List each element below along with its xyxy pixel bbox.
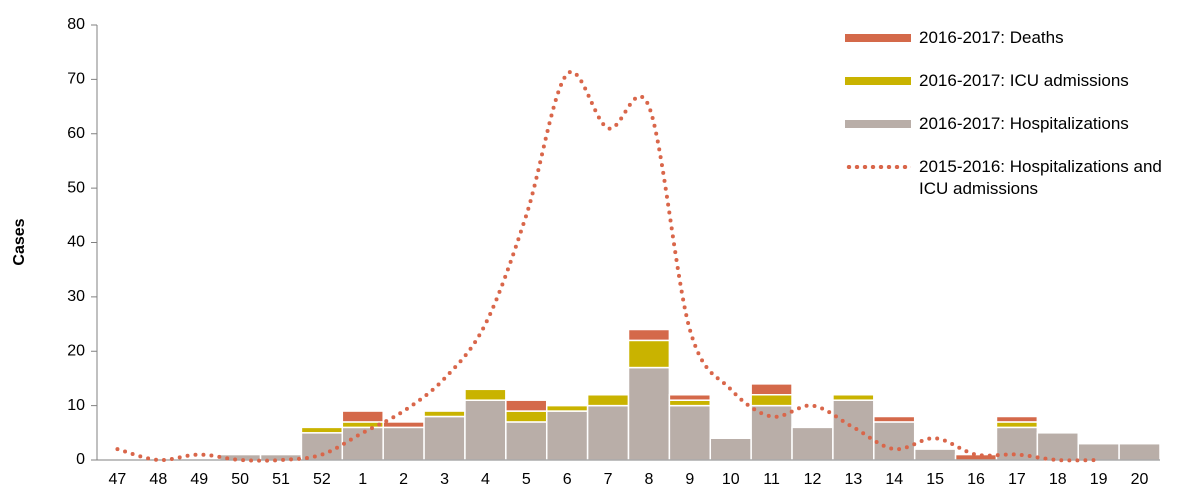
- bar-segment: [464, 388, 507, 401]
- x-tick-label: 49: [190, 471, 208, 488]
- x-tick-label: 15: [926, 471, 944, 488]
- y-tick-label: 10: [67, 397, 85, 414]
- bar-segment: [750, 394, 793, 407]
- legend: 2016-2017: Deaths 2016-2017: ICU admissio…: [845, 28, 1184, 222]
- bar-segment: [341, 426, 384, 461]
- bar-segment: [668, 394, 712, 401]
- y-tick-label: 40: [67, 234, 85, 251]
- bar-segment: [832, 399, 875, 461]
- y-tick-label: 30: [67, 288, 85, 305]
- bar-segment: [873, 421, 916, 461]
- y-tick-label: 0: [76, 451, 85, 468]
- bar-segment: [423, 410, 466, 418]
- legend-swatch: [845, 34, 911, 42]
- x-tick-label: 14: [885, 471, 903, 488]
- x-tick-label: 9: [685, 471, 694, 488]
- legend-item: 2016-2017: Hospitalizations: [845, 114, 1184, 135]
- bar-segment: [913, 448, 957, 461]
- x-tick-label: 50: [231, 471, 249, 488]
- bar-segment: [341, 410, 384, 423]
- bar-segment: [668, 404, 712, 461]
- x-tick-label: 52: [313, 471, 331, 488]
- bar-segment: [791, 426, 834, 461]
- x-tick-label: 3: [440, 471, 449, 488]
- bar-segment: [627, 339, 671, 369]
- bar-segment: [995, 415, 1039, 423]
- x-tick-label: 16: [967, 471, 985, 488]
- bar-segment: [545, 410, 589, 461]
- x-tick-label: 10: [722, 471, 740, 488]
- y-tick-label: 70: [67, 71, 85, 88]
- x-tick-label: 2: [399, 471, 408, 488]
- x-tick-label: 11: [763, 471, 780, 488]
- x-tick-label: 47: [109, 471, 127, 488]
- y-tick-label: 50: [67, 179, 85, 196]
- legend-swatch: [845, 165, 911, 169]
- bar-segment: [1118, 442, 1161, 461]
- x-tick-label: 4: [481, 471, 490, 488]
- y-axis-label: Cases: [11, 218, 28, 265]
- legend-item: 2015-2016: Hospitalizations and ICU admi…: [845, 157, 1184, 200]
- bar-segment: [832, 394, 875, 401]
- y-tick-label: 20: [67, 342, 85, 359]
- legend-label: 2016-2017: Deaths: [919, 28, 1064, 47]
- bar-segment: [668, 399, 712, 407]
- bar-segment: [382, 421, 425, 429]
- bar-segment: [505, 399, 548, 412]
- bar-segment: [545, 404, 589, 412]
- legend-swatch: [845, 120, 911, 128]
- bar-segment: [586, 394, 630, 407]
- bar-segment: [750, 383, 793, 396]
- legend-label: 2016-2017: ICU admissions: [919, 71, 1129, 90]
- bar-segment: [382, 426, 425, 461]
- y-tick-label: 60: [67, 125, 85, 142]
- bar-segment: [627, 328, 671, 342]
- x-tick-label: 7: [604, 471, 613, 488]
- x-tick-label: 20: [1131, 471, 1149, 488]
- legend-item: 2016-2017: ICU admissions: [845, 71, 1184, 92]
- y-tick-label: 80: [67, 16, 85, 33]
- bar-segment: [505, 421, 548, 461]
- bar-segment: [341, 421, 384, 429]
- x-tick-label: 51: [272, 471, 290, 488]
- bar-segment: [995, 421, 1039, 429]
- legend-label: 2015-2016: Hospitalizations and ICU admi…: [919, 157, 1162, 198]
- x-tick-label: 1: [358, 471, 367, 488]
- legend-label: 2016-2017: Hospitalizations: [919, 114, 1129, 133]
- x-tick-label: 8: [644, 471, 653, 488]
- bar-segment: [423, 415, 466, 461]
- x-tick-label: 19: [1090, 471, 1108, 488]
- bar-segment: [1077, 442, 1120, 461]
- legend-swatch: [845, 77, 911, 85]
- bar-segment: [586, 404, 630, 461]
- bar-segment: [1036, 432, 1079, 461]
- trend-line: [115, 69, 1101, 463]
- x-tick-label: 48: [149, 471, 167, 488]
- bar-segment: [627, 366, 671, 461]
- bar-segment: [709, 437, 752, 461]
- legend-item: 2016-2017: Deaths: [845, 28, 1184, 49]
- x-tick-label: 17: [1008, 471, 1026, 488]
- bar-segment: [873, 415, 916, 423]
- bar-segment: [505, 410, 548, 423]
- x-tick-label: 12: [804, 471, 822, 488]
- bar-segment: [300, 426, 344, 434]
- bar-segment: [464, 399, 507, 461]
- x-tick-label: 18: [1049, 471, 1067, 488]
- x-tick-label: 5: [522, 471, 531, 488]
- x-tick-label: 13: [844, 471, 862, 488]
- x-tick-label: 6: [563, 471, 572, 488]
